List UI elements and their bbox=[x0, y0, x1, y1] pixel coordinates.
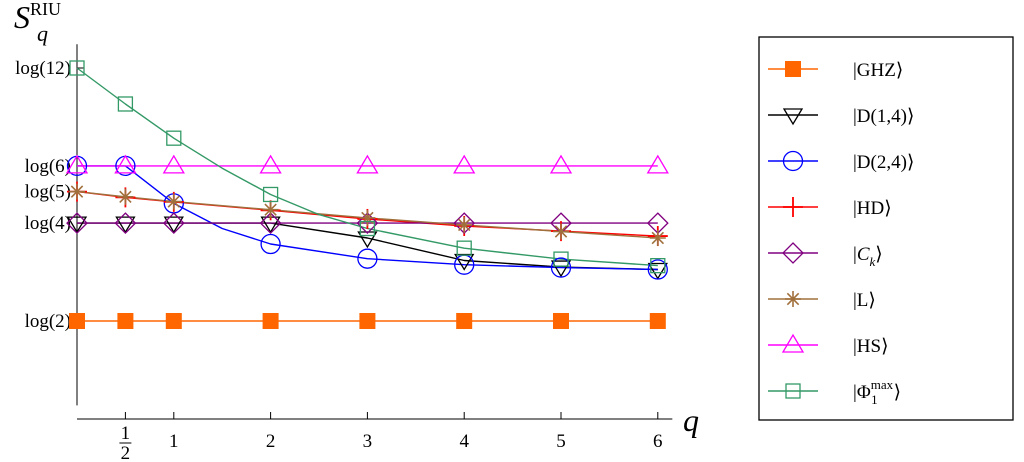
legend-marker bbox=[783, 197, 803, 217]
legend-item: |L⟩ bbox=[768, 290, 876, 311]
series-curves bbox=[76, 67, 658, 322]
data-point bbox=[69, 183, 85, 200]
data-point bbox=[357, 248, 378, 269]
legend-marker bbox=[781, 333, 805, 353]
data-point bbox=[553, 313, 569, 329]
series-line bbox=[76, 67, 658, 267]
y-tick-label: log(5) bbox=[25, 182, 71, 203]
data-point bbox=[117, 188, 134, 205]
data-point bbox=[262, 201, 279, 218]
y-tick-label: log(6) bbox=[25, 156, 71, 177]
data-point bbox=[115, 216, 136, 234]
data-point bbox=[649, 230, 666, 247]
x-tick-label: 6 bbox=[653, 431, 663, 452]
data-point bbox=[550, 260, 572, 278]
data-point bbox=[453, 154, 476, 174]
data-point bbox=[647, 259, 668, 280]
data-point bbox=[162, 154, 185, 174]
x-tick-label-denominator: 2 bbox=[121, 443, 131, 462]
legend-item: |HS⟩ bbox=[768, 333, 889, 357]
legend-label: |Φmax 1 ⟩ bbox=[853, 377, 901, 407]
y-tick-label: log(2) bbox=[25, 311, 71, 332]
legend-marker bbox=[785, 61, 801, 77]
data-point bbox=[357, 231, 378, 249]
legend-label: |D(1,4)⟩ bbox=[853, 106, 914, 127]
legend: |GHZ⟩ |D(1,4)⟩ |D(2,4)⟩ |HD⟩ |Ck⟩ |L⟩ |HS⟩ |Φma… bbox=[758, 36, 1014, 421]
data-point bbox=[553, 223, 569, 240]
legend-marker bbox=[782, 150, 804, 172]
legend-label: |GHZ⟩ bbox=[853, 60, 903, 81]
legend-label: |L⟩ bbox=[853, 290, 876, 311]
data-point bbox=[549, 154, 573, 174]
data-point bbox=[162, 212, 185, 235]
data-point bbox=[356, 154, 379, 174]
data-point bbox=[114, 154, 137, 174]
legend-item: |GHZ⟩ bbox=[768, 60, 903, 81]
data-point bbox=[262, 313, 279, 329]
data-point bbox=[456, 240, 472, 256]
legend-label: |Ck⟩ bbox=[853, 244, 883, 269]
data-point bbox=[165, 313, 182, 329]
x-tick-label: 2 bbox=[266, 431, 276, 452]
x-tick-label: 1 bbox=[169, 431, 179, 452]
x-tick-label: 5 bbox=[556, 431, 566, 452]
y-axis-label-subscript: q bbox=[37, 21, 48, 46]
legend-label: |HS⟩ bbox=[853, 336, 889, 357]
legend-box bbox=[758, 36, 1014, 421]
data-point bbox=[117, 313, 134, 329]
y-tick-label: log(12) bbox=[15, 58, 71, 79]
data-point bbox=[650, 257, 666, 274]
data-point bbox=[647, 262, 668, 280]
data-point bbox=[117, 96, 134, 112]
legend-marker bbox=[782, 108, 804, 126]
legend-label: |HD⟩ bbox=[853, 198, 892, 219]
x-tick-label: 4 bbox=[459, 431, 469, 452]
legend-item: |D(2,4)⟩ bbox=[768, 150, 914, 173]
x-tick-label: 3 bbox=[363, 431, 373, 452]
data-point bbox=[649, 313, 666, 329]
legend-item: |D(1,4)⟩ bbox=[768, 106, 914, 127]
legend-item: |HD⟩ bbox=[768, 197, 892, 219]
x-tick-label: 12 bbox=[119, 423, 132, 462]
legend-label: |D(2,4)⟩ bbox=[853, 152, 914, 173]
data-point bbox=[165, 193, 182, 210]
legend-marker bbox=[782, 242, 804, 264]
legend-item: |Ck⟩ bbox=[768, 242, 883, 269]
y-axis-label: SRIU bbox=[14, 0, 61, 35]
data-point bbox=[646, 154, 669, 174]
series-markers bbox=[65, 60, 669, 329]
series-line bbox=[77, 165, 658, 271]
data-point bbox=[356, 212, 379, 235]
legend-item: |Φmax 1 ⟩ bbox=[768, 377, 901, 407]
data-point bbox=[69, 60, 85, 76]
data-point bbox=[65, 154, 89, 174]
x-axis-label: q bbox=[683, 402, 699, 438]
data-point bbox=[69, 313, 85, 329]
data-point bbox=[259, 154, 282, 174]
y-tick-label: log(4) bbox=[25, 213, 71, 234]
data-point bbox=[553, 251, 569, 267]
data-point bbox=[359, 220, 376, 237]
x-tick-label-numerator: 1 bbox=[121, 423, 131, 444]
data-point bbox=[259, 212, 282, 235]
data-point bbox=[550, 257, 572, 278]
data-point bbox=[456, 216, 473, 233]
legend-marker bbox=[785, 383, 801, 399]
data-point bbox=[359, 209, 376, 226]
data-point bbox=[456, 313, 473, 329]
legend-marker bbox=[785, 291, 801, 307]
data-point bbox=[114, 212, 137, 235]
data-point bbox=[359, 313, 376, 329]
data-point bbox=[66, 212, 88, 235]
data-point bbox=[163, 216, 184, 234]
data-point bbox=[166, 130, 182, 146]
axes: log(2)log(4)log(5)log(6)log(12)121 2 3 4 5 6S… bbox=[14, 0, 699, 462]
data-point bbox=[454, 253, 475, 271]
data-point bbox=[260, 233, 281, 255]
data-point bbox=[453, 212, 476, 235]
data-point bbox=[262, 186, 279, 203]
data-point bbox=[66, 216, 88, 234]
